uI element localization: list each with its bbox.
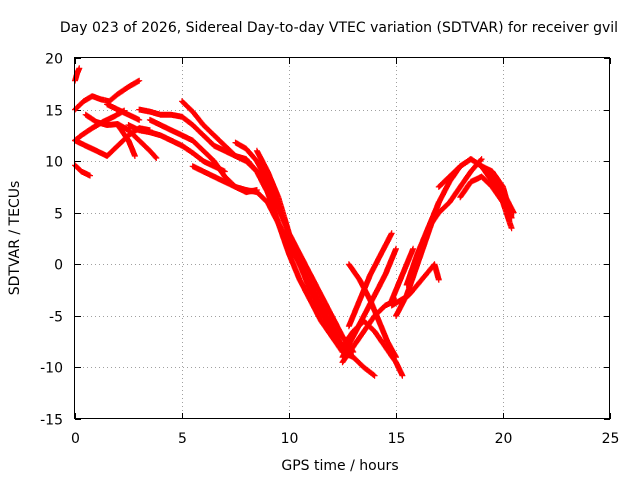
y-tick-label: -5 xyxy=(49,310,63,326)
series-marks xyxy=(339,318,406,379)
series-marks xyxy=(478,163,515,221)
y-axis-label: SDTVAR / TECUs xyxy=(7,181,23,296)
series-17 xyxy=(339,318,406,379)
plot-frame xyxy=(74,57,610,419)
series-marks xyxy=(104,101,143,123)
y-tick-label: -15 xyxy=(40,413,63,429)
series-marks xyxy=(388,261,442,309)
grid-lines xyxy=(75,58,610,419)
series-28 xyxy=(478,163,515,221)
y-tick-label: -10 xyxy=(40,361,63,377)
series-marks xyxy=(388,245,417,304)
x-axis-label: GPS time / hours xyxy=(281,458,398,474)
y-tick-label: 15 xyxy=(45,104,63,120)
series-15 xyxy=(253,147,346,355)
y-tick-label: 10 xyxy=(45,155,63,171)
series-8 xyxy=(114,122,138,159)
x-tick-label: 20 xyxy=(495,431,513,447)
series-marks xyxy=(345,230,395,330)
series-22 xyxy=(388,261,442,309)
x-tick-label: 15 xyxy=(388,431,406,447)
y-tick-label: 20 xyxy=(45,52,63,68)
x-tick-label: 0 xyxy=(71,431,80,447)
data-series xyxy=(72,65,517,379)
x-tick-label: 25 xyxy=(602,431,620,447)
x-tick-label: 5 xyxy=(178,431,187,447)
y-tick-label: 0 xyxy=(54,258,63,274)
chart-title: Day 023 of 2026, Sidereal Day-to-day VTE… xyxy=(60,20,618,36)
tick-labels: 0 5 10 15 20 25 -15 -10 -5 0 5 10 15 20 xyxy=(40,52,619,448)
series-20 xyxy=(345,230,395,330)
axis-ticks xyxy=(75,58,611,420)
series-marks xyxy=(253,147,346,355)
series-19 xyxy=(345,261,399,361)
series-7 xyxy=(104,101,143,123)
series-marks xyxy=(345,261,399,361)
series-23 xyxy=(388,245,417,304)
x-tick-label: 10 xyxy=(281,431,299,447)
y-tick-label: 5 xyxy=(54,207,63,223)
series-marks xyxy=(114,122,138,159)
